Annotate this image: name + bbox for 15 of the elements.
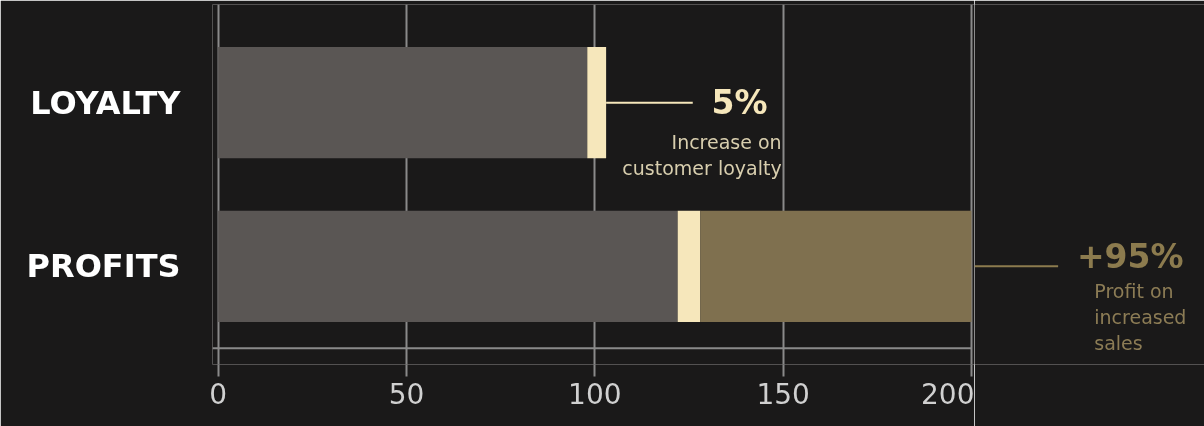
annotation: Increase on customer loyalty: [622, 130, 782, 179]
y-tick-label: LOYALTY: [30, 83, 182, 122]
bar: [677, 210, 701, 322]
bar: [700, 210, 972, 322]
y-tick-label: PROFITS: [26, 247, 181, 286]
text: Profit on increased sales: [1094, 280, 1187, 355]
bar: [218, 47, 588, 159]
text: +95%: [1076, 236, 1184, 276]
x-tick-label: 50: [388, 377, 425, 411]
bar: [218, 210, 678, 322]
x-tick-label: 0: [209, 377, 228, 411]
annotation: 5%: [711, 83, 768, 123]
x-tick-label: 100: [568, 377, 622, 411]
x-tick-label: 200: [921, 377, 975, 411]
x-tick-label: 150: [756, 377, 810, 411]
